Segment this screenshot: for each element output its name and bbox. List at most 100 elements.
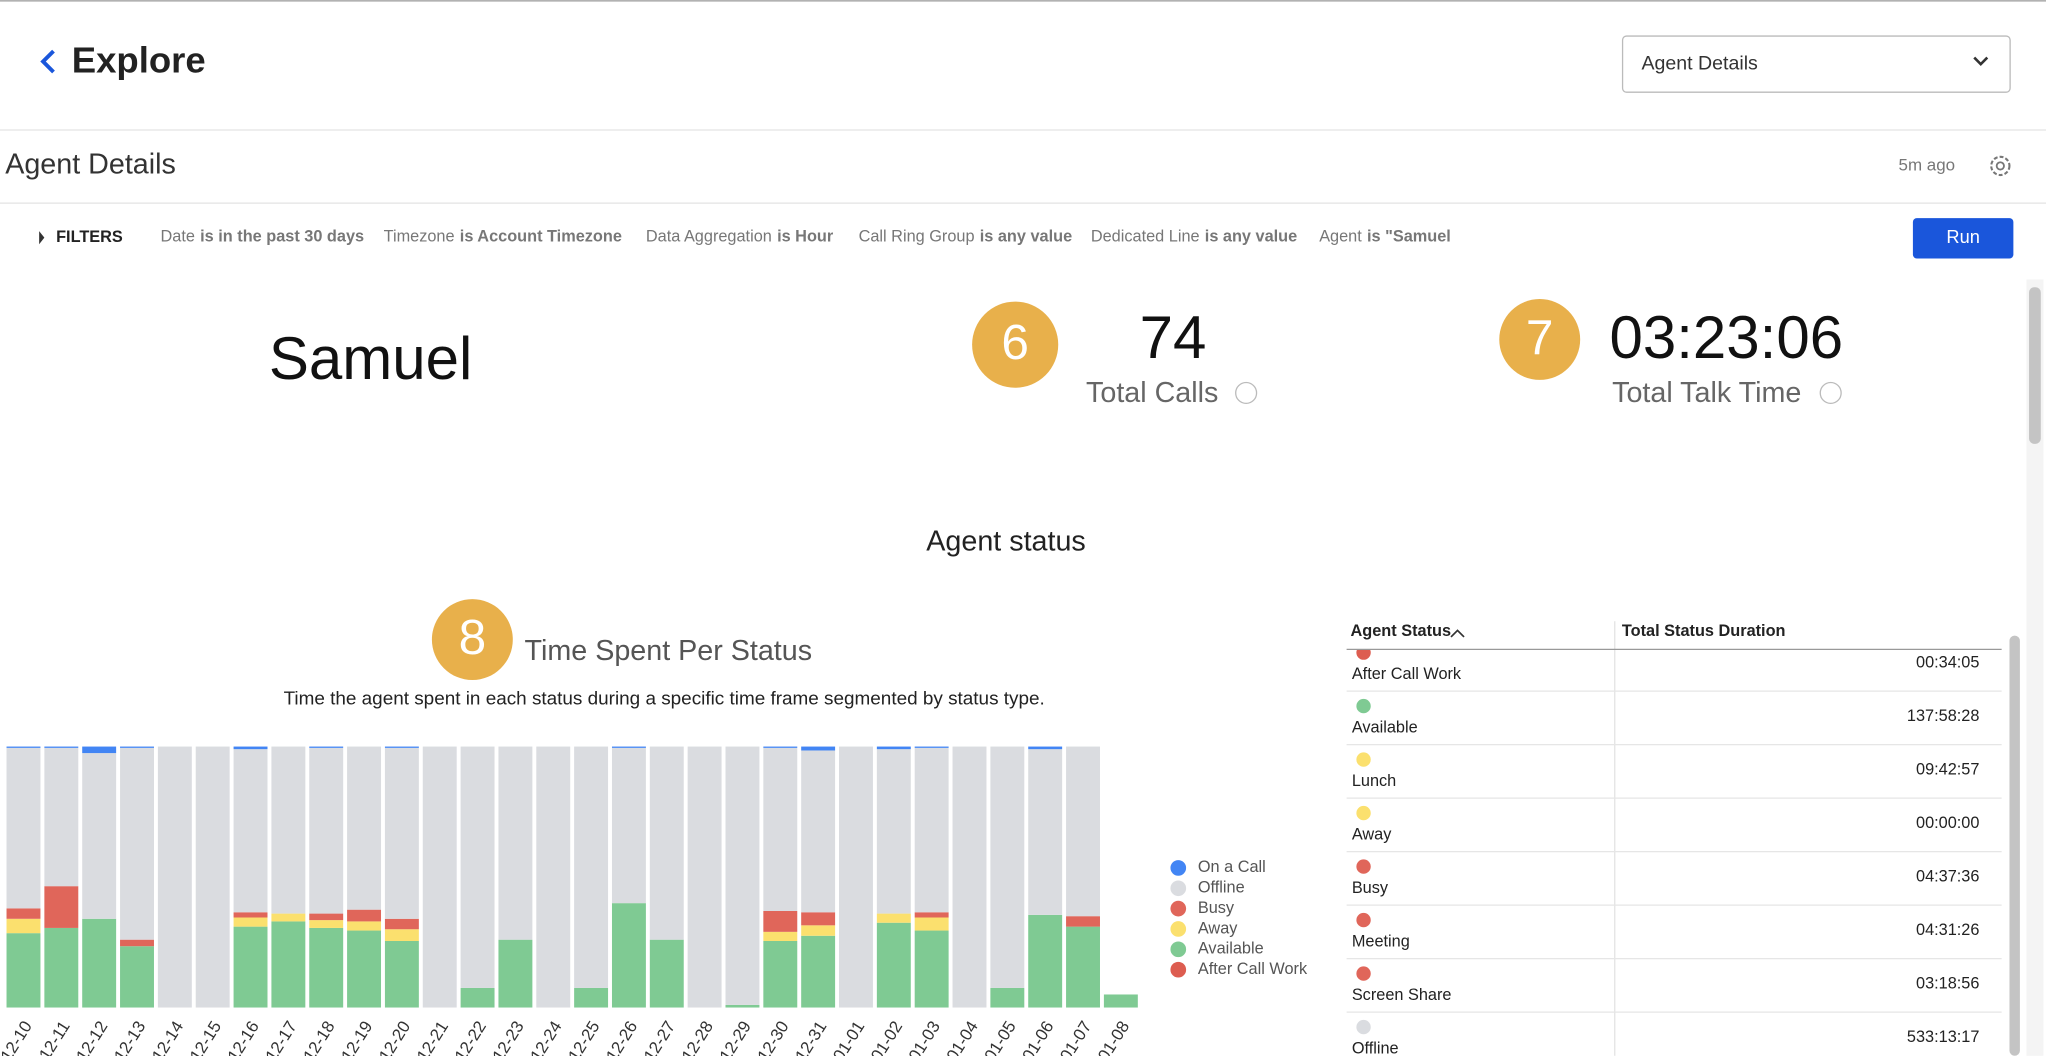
- status-dot: [1356, 859, 1370, 873]
- run-label: Run: [1946, 226, 1979, 247]
- bar-segment: [498, 747, 532, 940]
- table-scrollbar[interactable]: [2009, 636, 2019, 1056]
- bar-segment: [158, 747, 192, 1008]
- bar-segment: [1028, 915, 1062, 1008]
- status-dot: [1356, 1020, 1370, 1034]
- status-duration: 09:42:57: [1916, 760, 1979, 778]
- dashboard-title: Agent Details: [5, 148, 176, 180]
- status-duration: 00:00:00: [1916, 814, 1979, 832]
- filter: Dedicated Lineis any value: [1091, 228, 1297, 246]
- bar-segment: [650, 747, 684, 940]
- bar-segment: [423, 747, 457, 1008]
- bar-segment: [44, 886, 78, 928]
- bar-segment: [650, 940, 684, 1008]
- badge-number: 6: [1001, 314, 1029, 370]
- bar-segment: [234, 747, 268, 750]
- status-dot: [1356, 752, 1370, 766]
- status-name: Lunch: [1352, 772, 1396, 790]
- bar-segment: [44, 748, 78, 886]
- bar-segment: [1104, 994, 1138, 1007]
- badge-number: 7: [1526, 309, 1554, 365]
- legend-label: After Call Work: [1198, 960, 1308, 978]
- legend-label: On a Call: [1198, 858, 1266, 876]
- bar-segment: [82, 747, 116, 754]
- bar-segment: [801, 750, 835, 912]
- bar-segment: [347, 921, 381, 930]
- bar-segment: [801, 936, 835, 1008]
- bar-segment: [763, 932, 797, 941]
- legend-swatch: [1170, 860, 1186, 876]
- bar-segment: [688, 747, 722, 1008]
- filters-label[interactable]: FILTERS: [56, 228, 123, 246]
- bar-segment: [839, 747, 873, 1008]
- status-name: Away: [1352, 826, 1392, 844]
- status-duration: 03:18:56: [1916, 974, 1979, 992]
- bar-segment: [44, 747, 78, 748]
- bar-segment: [461, 747, 495, 988]
- status-dot: [1356, 806, 1370, 820]
- bar-segment: [347, 910, 381, 922]
- bar-segment: [915, 912, 949, 917]
- bar-segment: [7, 747, 41, 748]
- bar-segment: [7, 933, 41, 1007]
- scrollbar-thumb[interactable]: [2029, 287, 2041, 444]
- bar-segment: [82, 753, 116, 919]
- legend-swatch: [1170, 962, 1186, 978]
- bar-segment: [347, 931, 381, 1008]
- filter-condition: is any value: [980, 228, 1072, 246]
- bar-segment: [612, 748, 646, 903]
- bar-segment: [915, 747, 949, 748]
- kpi-label: Total Talk Time: [1612, 377, 1801, 409]
- bar-segment: [1028, 749, 1062, 915]
- status-duration: 137:58:28: [1907, 707, 1980, 725]
- bar-segment: [385, 919, 419, 929]
- bar-segment: [801, 925, 835, 935]
- column-header: Total Status Duration: [1622, 622, 1786, 640]
- back-label[interactable]: Explore: [72, 39, 206, 80]
- kpi-value: 74: [1140, 304, 1207, 371]
- bar-segment: [309, 928, 343, 1008]
- bar-segment: [1066, 747, 1100, 917]
- bar-segment: [309, 748, 343, 914]
- legend-label: Away: [1198, 919, 1238, 937]
- bar-segment: [347, 747, 381, 910]
- legend-label: Busy: [1198, 899, 1235, 917]
- badge-number: 8: [459, 609, 487, 665]
- bar-segment: [309, 747, 343, 748]
- bar-segment: [7, 908, 41, 918]
- status-duration: 04:37:36: [1916, 867, 1979, 885]
- status-dot: [1356, 913, 1370, 927]
- filter-field: Timezone: [384, 228, 455, 246]
- filter: Timezoneis Account Timezone: [384, 228, 622, 246]
- bar-segment: [234, 749, 268, 912]
- status-name: Offline: [1352, 1040, 1399, 1056]
- bar-segment: [385, 941, 419, 1008]
- status-name: Meeting: [1352, 933, 1410, 951]
- bar-segment: [82, 919, 116, 1008]
- filter: Call Ring Groupis any value: [859, 228, 1073, 246]
- agent-name: Samuel: [269, 325, 473, 392]
- legend-label: Available: [1198, 940, 1264, 958]
- bar-segment: [990, 988, 1024, 1008]
- bar-segment: [271, 921, 305, 1007]
- status-dot: [1356, 699, 1370, 713]
- bar-segment: [763, 747, 797, 748]
- filter-list: Dateis in the past 30 daysTimezoneis Acc…: [160, 228, 1450, 246]
- bar-segment: [120, 747, 154, 748]
- status-duration: 00:34:05: [1916, 653, 1979, 671]
- legend-swatch: [1170, 901, 1186, 917]
- bar-segment: [877, 914, 911, 923]
- column-header: Agent Status: [1351, 622, 1452, 640]
- bar-segment: [763, 748, 797, 911]
- status-name: Screen Share: [1352, 986, 1452, 1004]
- filter: Data Aggregationis Hour: [646, 228, 834, 246]
- bar-segment: [385, 747, 419, 748]
- bar-segment: [877, 747, 911, 750]
- bar-segment: [461, 988, 495, 1008]
- bar-segment: [612, 903, 646, 1007]
- filter-field: Agent: [1319, 228, 1362, 246]
- filter-condition: is in the past 30 days: [200, 228, 364, 246]
- bar-segment: [120, 748, 154, 940]
- bar-segment: [385, 929, 419, 941]
